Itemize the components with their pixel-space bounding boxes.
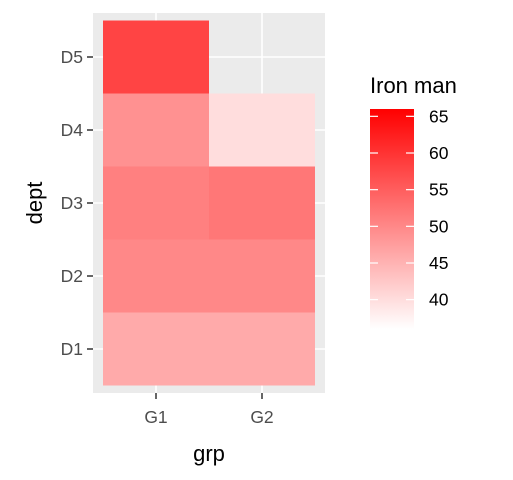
- x-tick-label: G2: [250, 407, 273, 427]
- y-tick-label: D5: [61, 47, 83, 67]
- y-axis: D1 D2 D3 D4 D5: [61, 47, 93, 359]
- heatmap-cell-g2-d1: [209, 312, 315, 386]
- legend: Iron man 65 60 55 50 45 40: [370, 73, 457, 329]
- x-tick-label: G1: [144, 407, 167, 427]
- y-tick-label: D2: [61, 266, 83, 286]
- legend-tick-label: 40: [429, 290, 449, 310]
- heatmap-cell-g2-d4: [209, 93, 315, 167]
- legend-tick-label: 55: [429, 180, 448, 200]
- legend-tick-label: 60: [429, 143, 449, 163]
- heatmap-cell-g1-d3: [103, 166, 209, 240]
- heatmap-cell-g1-d5: [103, 20, 209, 94]
- legend-tick-label: 50: [429, 216, 449, 236]
- legend-tick-label: 45: [429, 253, 448, 273]
- heatmap-cell-g1-d4: [103, 93, 209, 167]
- heatmap-cells: [103, 20, 315, 386]
- y-tick-label: D1: [61, 339, 83, 359]
- y-tick-label: D4: [61, 120, 84, 140]
- legend-title: Iron man: [370, 73, 457, 98]
- heatmap-cell-g1-d2: [103, 239, 209, 313]
- heatmap-cell-g2-d2: [209, 239, 315, 313]
- y-axis-title: dept: [22, 182, 47, 225]
- y-tick-label: D3: [61, 193, 83, 213]
- x-axis: G1 G2: [144, 393, 274, 427]
- heatmap-cell-g2-d3: [209, 166, 315, 240]
- heatmap-cell-g1-d1: [103, 312, 209, 386]
- legend-colorbar: [370, 109, 414, 329]
- x-axis-title: grp: [193, 441, 225, 466]
- legend-tick-label: 65: [429, 106, 448, 126]
